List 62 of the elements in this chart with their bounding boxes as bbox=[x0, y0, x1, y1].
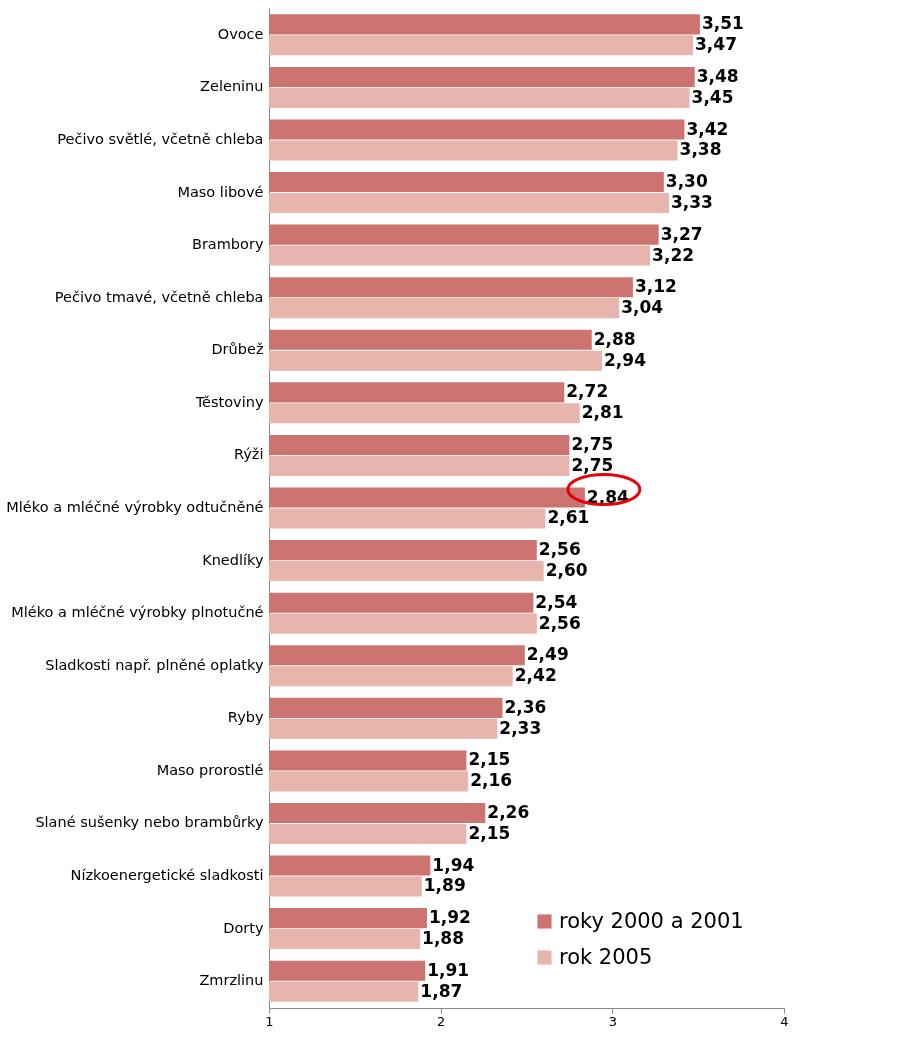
data-label: 2,56 bbox=[538, 539, 581, 560]
data-label: 2,75 bbox=[571, 433, 614, 454]
data-label: 2,81 bbox=[581, 402, 624, 423]
y-tick-label: Rýži bbox=[233, 446, 264, 463]
data-label: 1,88 bbox=[422, 928, 465, 949]
data-label: 1,89 bbox=[423, 875, 466, 896]
y-tick-label: Ryby bbox=[227, 709, 264, 726]
data-label: 3,38 bbox=[679, 139, 722, 160]
data-label: 2,26 bbox=[487, 802, 530, 822]
data-label: 2,60 bbox=[545, 560, 588, 581]
data-label: 2,42 bbox=[514, 665, 557, 686]
data-label: 2,61 bbox=[547, 507, 590, 528]
y-tick-label: Mléko a mléčné výrobky plnotučné bbox=[11, 604, 264, 621]
y-tick-label: Dorty bbox=[223, 919, 264, 936]
data-label: 2,56 bbox=[538, 612, 581, 633]
data-label: 2,94 bbox=[604, 349, 647, 370]
x-tick-label: 1 bbox=[265, 1013, 274, 1029]
data-label: 3,12 bbox=[634, 276, 677, 297]
y-tick-label: Zeleninu bbox=[200, 78, 264, 95]
data-label: 2,36 bbox=[504, 696, 547, 717]
y-tick-label: Pečivo světlé, včetně chleba bbox=[57, 130, 264, 147]
data-label: 2,15 bbox=[468, 749, 511, 770]
data-label: 2,72 bbox=[566, 381, 609, 402]
x-tick-label: 4 bbox=[780, 1013, 789, 1029]
x-tick-label: 2 bbox=[437, 1013, 446, 1029]
data-label: 3,48 bbox=[696, 65, 739, 86]
y-tick-label: Slané sušenky nebo brambůrky bbox=[35, 814, 264, 831]
data-label: 3,30 bbox=[665, 171, 708, 192]
data-label: 1,92 bbox=[428, 907, 471, 928]
data-label: 2,15 bbox=[468, 822, 511, 843]
data-label: 2,33 bbox=[499, 717, 542, 738]
data-label: 3,22 bbox=[652, 244, 695, 265]
y-tick-label: Pečivo tmavé, včetně chleba bbox=[54, 288, 264, 305]
y-tick-label: Nízkoenergetické sladkosti bbox=[70, 867, 264, 884]
y-tick-label: Knedlíky bbox=[202, 551, 264, 568]
y-tick-label: Ovoce bbox=[217, 25, 264, 42]
data-label: 1,91 bbox=[427, 959, 470, 980]
data-label: 3,51 bbox=[701, 13, 744, 34]
data-label: 3,04 bbox=[621, 297, 664, 318]
legend-label: rok 2005 bbox=[559, 944, 653, 969]
y-tick-label: Mléko a mléčné výrobky odtučněné bbox=[6, 499, 264, 515]
data-label: 2,54 bbox=[535, 591, 578, 612]
x-tick-label: 3 bbox=[608, 1013, 617, 1029]
y-tick-label: Brambory bbox=[191, 236, 264, 253]
y-tick-label: Drůbež bbox=[211, 341, 264, 358]
y-tick-label: Sladkosti např. plněné oplatky bbox=[45, 656, 264, 673]
data-label: 1,87 bbox=[420, 980, 463, 1001]
data-label: 3,47 bbox=[695, 34, 737, 55]
y-tick-label: Maso prorostlé bbox=[156, 761, 264, 778]
data-label: 2,16 bbox=[470, 770, 513, 791]
legend-label: roky 2000 a 2001 bbox=[559, 908, 744, 933]
data-label: 3,27 bbox=[660, 223, 703, 244]
data-label: 3,42 bbox=[686, 118, 729, 139]
data-label: 3,33 bbox=[670, 192, 713, 212]
data-label: 2,75 bbox=[571, 454, 614, 475]
y-tick-label: Těstoviny bbox=[194, 393, 264, 410]
data-label: 2,88 bbox=[593, 328, 636, 349]
data-label: 2,49 bbox=[526, 644, 569, 665]
data-label: 1,94 bbox=[432, 854, 475, 875]
y-tick-label: Maso libové bbox=[177, 183, 264, 200]
y-tick-label: Zmrzlinu bbox=[199, 972, 264, 989]
data-label: 3,45 bbox=[691, 86, 734, 107]
